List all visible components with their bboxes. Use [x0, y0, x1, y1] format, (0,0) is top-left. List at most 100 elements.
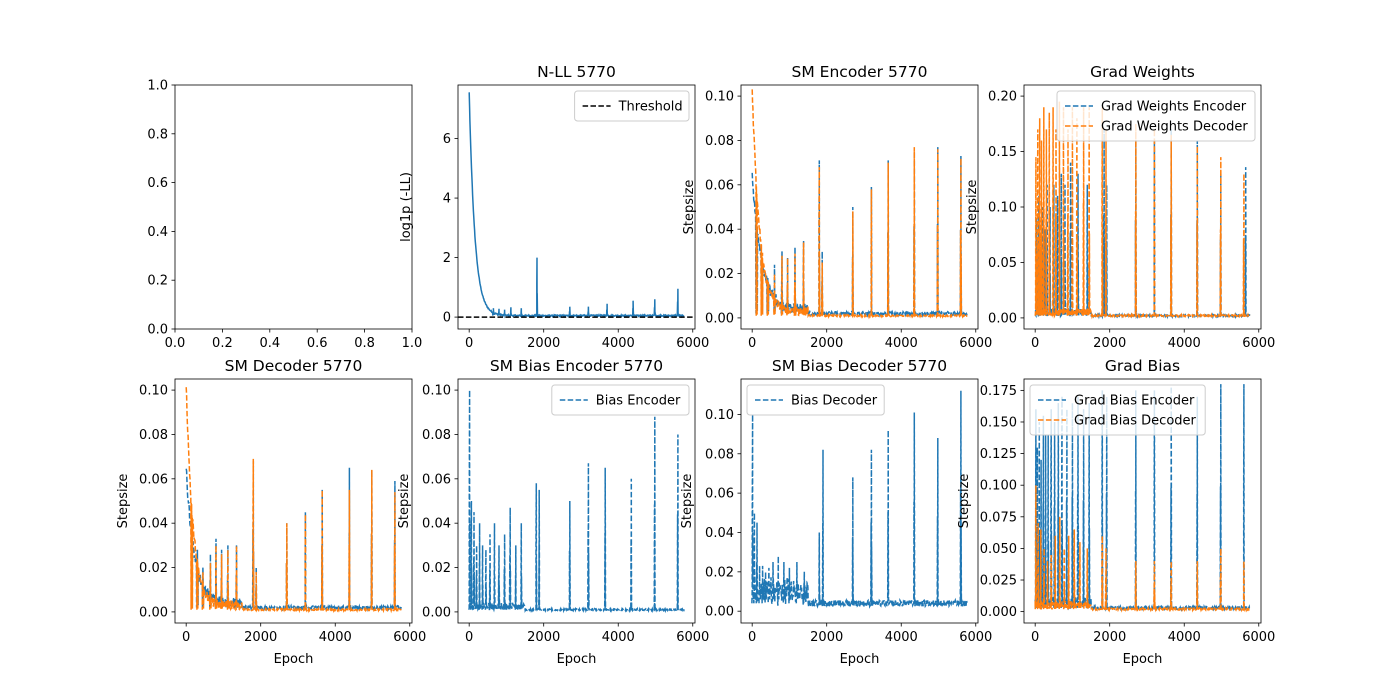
- y-axis-label: Stepsize: [965, 180, 980, 235]
- y-tick-label: 0.04: [139, 517, 168, 532]
- x-tick-label: 0.6: [307, 336, 328, 351]
- x-axis-label: Epoch: [557, 652, 597, 667]
- y-tick-label: 0.04: [422, 517, 451, 532]
- x-tick-label: 0.0: [165, 336, 186, 351]
- y-axis-label: Stepsize: [682, 180, 697, 235]
- panel-empty: 0.0 0.2 0.4 0.6 0.8 1.0 0.0 0.2 0.4 0.6 0.8 1.0: [147, 79, 422, 352]
- y-tick-label: 0.00: [705, 311, 734, 326]
- chart-title: Grad Weights: [1090, 63, 1195, 81]
- x-axis-label: Epoch: [1123, 652, 1163, 667]
- y-tick-label: 6: [443, 132, 451, 147]
- y-tick-label: 0.02: [705, 267, 734, 282]
- chart-title: Grad Bias: [1105, 357, 1180, 375]
- y-tick-label: 2: [443, 251, 451, 266]
- x-tick-label: 4000: [1168, 630, 1201, 645]
- x-tick-label: 2000: [810, 336, 843, 351]
- axes-frame: [457, 84, 696, 330]
- axes-frame: [1023, 378, 1262, 624]
- x-tick-label: 6000: [676, 630, 709, 645]
- panel-grad-weights: 0 2000 4000 6000 0.00 0.05 0.10 0.15 0.20 Grad We…: [965, 63, 1275, 351]
- y-tick-label: 0.06: [139, 472, 168, 487]
- x-tick-label: 0.2: [212, 336, 233, 351]
- y-tick-label: 0.8: [147, 127, 168, 142]
- x-tick-label: 0.4: [259, 336, 280, 351]
- x-tick-label: 2000: [244, 630, 277, 645]
- x-tick-label: 0: [748, 336, 756, 351]
- y-axis-label: Stepsize: [397, 474, 412, 529]
- panel-sm-encoder: 0 2000 4000 6000 0.00 0.02 0.04 0.06 0.08 0.10 SM …: [682, 63, 992, 351]
- chart-title: N-LL 5770: [537, 63, 616, 81]
- x-tick-label: 0: [182, 630, 190, 645]
- y-tick-label: 0.00: [988, 311, 1017, 326]
- legend-box: [1056, 90, 1256, 142]
- axes-frame: [740, 378, 979, 624]
- x-tick-label: 6000: [393, 630, 426, 645]
- y-tick-label: 0.08: [705, 134, 734, 149]
- legend-label: Grad Bias Encoder: [1074, 394, 1195, 409]
- x-tick-label: 1.0: [402, 336, 423, 351]
- x-tick-label: 4000: [602, 630, 635, 645]
- y-tick-label: 0.02: [705, 565, 734, 580]
- legend-label: Bias Encoder: [596, 394, 681, 409]
- axes-frame: [174, 84, 413, 330]
- legend-label: Grad Weights Decoder: [1101, 120, 1248, 135]
- y-tick-label: 0.6: [147, 176, 168, 191]
- y-tick-label: 0.4: [147, 225, 168, 240]
- series-line-blue-0: [751, 147, 968, 319]
- y-tick-label: 0.100: [980, 479, 1017, 494]
- x-tick-label: 0: [1031, 630, 1039, 645]
- y-axis-label: Stepsize: [116, 474, 131, 529]
- legend: Grad Weights Encoder Grad Weights Decoder: [1056, 90, 1256, 142]
- x-tick-label: 2000: [1093, 630, 1126, 645]
- x-axis-label: Epoch: [840, 652, 880, 667]
- y-tick-label: 0.025: [980, 574, 1017, 589]
- x-tick-label: 0.8: [354, 336, 375, 351]
- axes-frame: [740, 84, 979, 330]
- legend-box: [574, 90, 690, 122]
- y-tick-label: 0.175: [980, 384, 1017, 399]
- panel-sm-bias-encoder: 0 2000 4000 6000 0.00 0.02 0.04 0.06 0.08 0.10 SM …: [397, 357, 709, 667]
- y-tick-label: 0.08: [139, 428, 168, 443]
- legend-label: Grad Bias Decoder: [1074, 414, 1197, 429]
- chart-title: SM Bias Decoder 5770: [772, 357, 947, 375]
- axes-frame: [457, 378, 696, 624]
- plot-area: [185, 387, 402, 614]
- x-tick-label: 0: [465, 336, 473, 351]
- series-line-bias-encoder: [468, 390, 685, 614]
- series-line-grad-weights-decoder: [1034, 101, 1251, 320]
- x-tick-label: 4000: [885, 336, 918, 351]
- x-tick-label: 6000: [1242, 630, 1275, 645]
- y-axis-label: Stepsize: [957, 474, 972, 529]
- series-line-blue-0: [468, 92, 685, 319]
- y-tick-label: 0.075: [980, 510, 1017, 525]
- y-tick-label: 0.10: [705, 90, 734, 105]
- series-line-orange-1: [751, 89, 968, 320]
- y-tick-label: 0.15: [988, 145, 1017, 160]
- y-tick-label: 0.08: [705, 447, 734, 462]
- panel-grad-bias: 0 2000 4000 6000 0.000 0.025 0.050 0.075 0.100 0.…: [957, 357, 1275, 667]
- axes-frame: [174, 378, 413, 624]
- plot-area: [751, 390, 968, 610]
- y-tick-label: 0.150: [980, 415, 1017, 430]
- y-tick-label: 0.05: [988, 256, 1017, 271]
- x-tick-label: 2000: [527, 630, 560, 645]
- y-tick-label: 0.02: [422, 561, 451, 576]
- y-axis-label: log1p (-LL): [399, 172, 414, 242]
- series-line-bias-decoder: [751, 390, 968, 610]
- plot-area: [751, 89, 968, 320]
- x-tick-label: 0: [748, 630, 756, 645]
- y-tick-label: 0.02: [139, 561, 168, 576]
- chart-title: SM Encoder 5770: [792, 63, 928, 81]
- legend-box: [551, 384, 690, 416]
- y-tick-label: 0.06: [705, 487, 734, 502]
- plot-area: [468, 390, 685, 614]
- legend: Bias Encoder: [551, 384, 690, 416]
- y-tick-label: 0.06: [422, 472, 451, 487]
- y-tick-label: 0.04: [705, 223, 734, 238]
- chart-title: SM Bias Encoder 5770: [490, 357, 663, 375]
- series-line-blue-0: [185, 461, 402, 613]
- y-tick-label: 0.050: [980, 542, 1017, 557]
- y-tick-label: 0: [443, 311, 451, 326]
- legend-label: Threshold: [618, 100, 683, 115]
